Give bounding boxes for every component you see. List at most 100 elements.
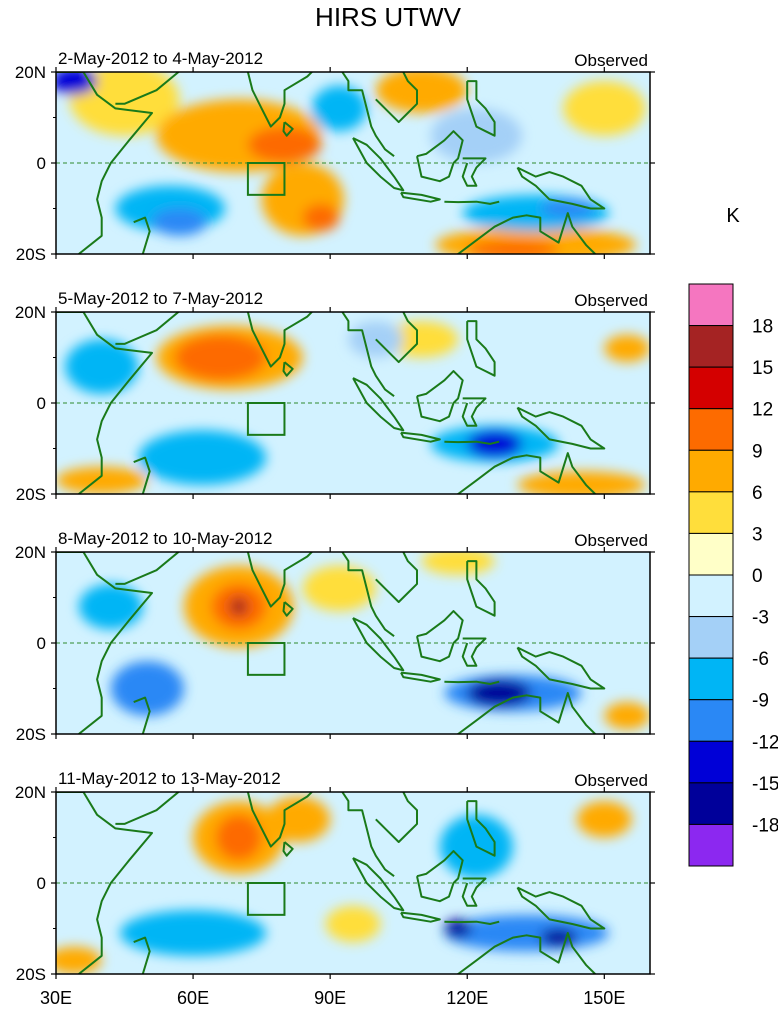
map-panel-3: 8-May-2012 to 10-May-2012 Observed 20N 0 20S [15,529,655,744]
coastline [400,671,441,683]
coastline [246,72,314,128]
colorbar-swatch [688,532,734,576]
anomaly-blob [384,321,459,358]
coastline [466,320,496,377]
anomaly-blob [576,801,632,838]
colorbar: 18 15 12 9 6 3 0 -3 -6 -9 -12 -15 -18 [688,283,778,867]
box-region [246,642,286,676]
anomaly-blob [302,203,340,232]
colorbar-swatch [688,616,734,659]
coastline [455,692,597,734]
coastline [444,680,500,685]
coastline [341,552,395,638]
x-tick-label: 90E [314,988,346,1008]
anomaly-blob [174,334,267,381]
map-panel-1: 2-May-2012 to 4-May-2012 Observed 20N 0 20S [15,49,655,264]
anomaly-blob [56,466,148,494]
coastline [516,406,606,450]
coastline [341,72,395,157]
contour-field [56,72,650,254]
coastline [400,911,441,923]
colorbar-swatch [688,699,734,742]
colorbar-label: 3 [752,524,763,545]
colorbar-swatch [688,782,734,825]
coastlines [56,552,606,734]
x-axis: 30E 60E 90E 120E 150E [40,988,625,1008]
colorbar-label: 6 [752,483,763,504]
coastline [455,932,597,974]
coastline [115,552,181,585]
coastline [115,72,181,105]
coastline [516,166,606,210]
map-panel-2: 5-May-2012 to 7-May-2012 Observed 20N 0 20S [15,289,655,504]
coastline [246,792,314,848]
colorbar-label: -9 [752,691,769,712]
coastline [461,637,487,667]
y-tick-label: 0 [37,154,46,173]
coastline [516,646,606,690]
coastline [375,792,418,843]
y-tick-label: 20S [16,725,46,744]
coastline [375,552,418,603]
colorbar-label: -3 [752,608,769,629]
coastlines [56,792,606,974]
coastline [56,552,153,734]
coastline [461,877,487,907]
coastline [246,312,314,368]
coastline [56,792,153,974]
y-tick-label: 20N [15,543,46,562]
box-region [246,162,286,196]
y-tick-label: 0 [37,874,46,893]
y-tick-label: 0 [37,634,46,653]
panel-period-label: 5-May-2012 to 7-May-2012 [58,289,263,308]
colorbar-label: -6 [752,649,769,670]
colorbar-label: 12 [752,400,773,421]
coastlines [56,72,606,254]
coastline [282,121,294,137]
coastline [282,361,294,377]
colorbar-swatch [688,283,734,327]
anomaly-blob [65,339,139,394]
coastline [466,80,496,137]
coastline [466,800,496,857]
colorbar-label: 9 [752,441,763,462]
panel-observed-label: Observed [574,531,648,550]
panel-observed-label: Observed [574,771,648,790]
anomaly-blob [110,661,184,716]
colorbar-label: -18 [752,815,778,836]
anomaly-blob [78,583,143,630]
colorbar-swatch [688,823,734,867]
coastline [400,191,441,203]
anomaly-blob [467,430,523,458]
anomaly-blob [266,796,331,843]
coastline [375,312,418,364]
coastline [352,617,405,672]
colorbar-swatch [688,574,734,618]
y-tick-label: 0 [37,394,46,413]
colorbar-swatch [688,657,734,701]
coastline [341,312,395,398]
anomaly-blob [540,199,596,218]
anomaly-blob [302,565,376,612]
coastline [352,137,405,192]
anomaly-blob [138,430,267,485]
colorbar-label: 15 [752,358,773,379]
colorbar-swatch [688,408,734,451]
coastline [375,72,418,124]
anomaly-blobs [78,552,650,730]
colorbar-swatch [688,491,734,534]
coastline [416,130,464,183]
anomaly-blob [325,905,381,943]
coastline [282,601,294,617]
panel-period-label: 8-May-2012 to 10-May-2012 [58,529,273,548]
coastline [466,560,496,617]
colorbar-swatch [688,449,734,493]
coastline [416,370,464,423]
y-tick-label: 20N [15,783,46,802]
coastline [133,456,151,494]
coastline [341,792,395,878]
anomaly-blob [311,85,367,132]
colorbar-label: -12 [752,732,778,753]
